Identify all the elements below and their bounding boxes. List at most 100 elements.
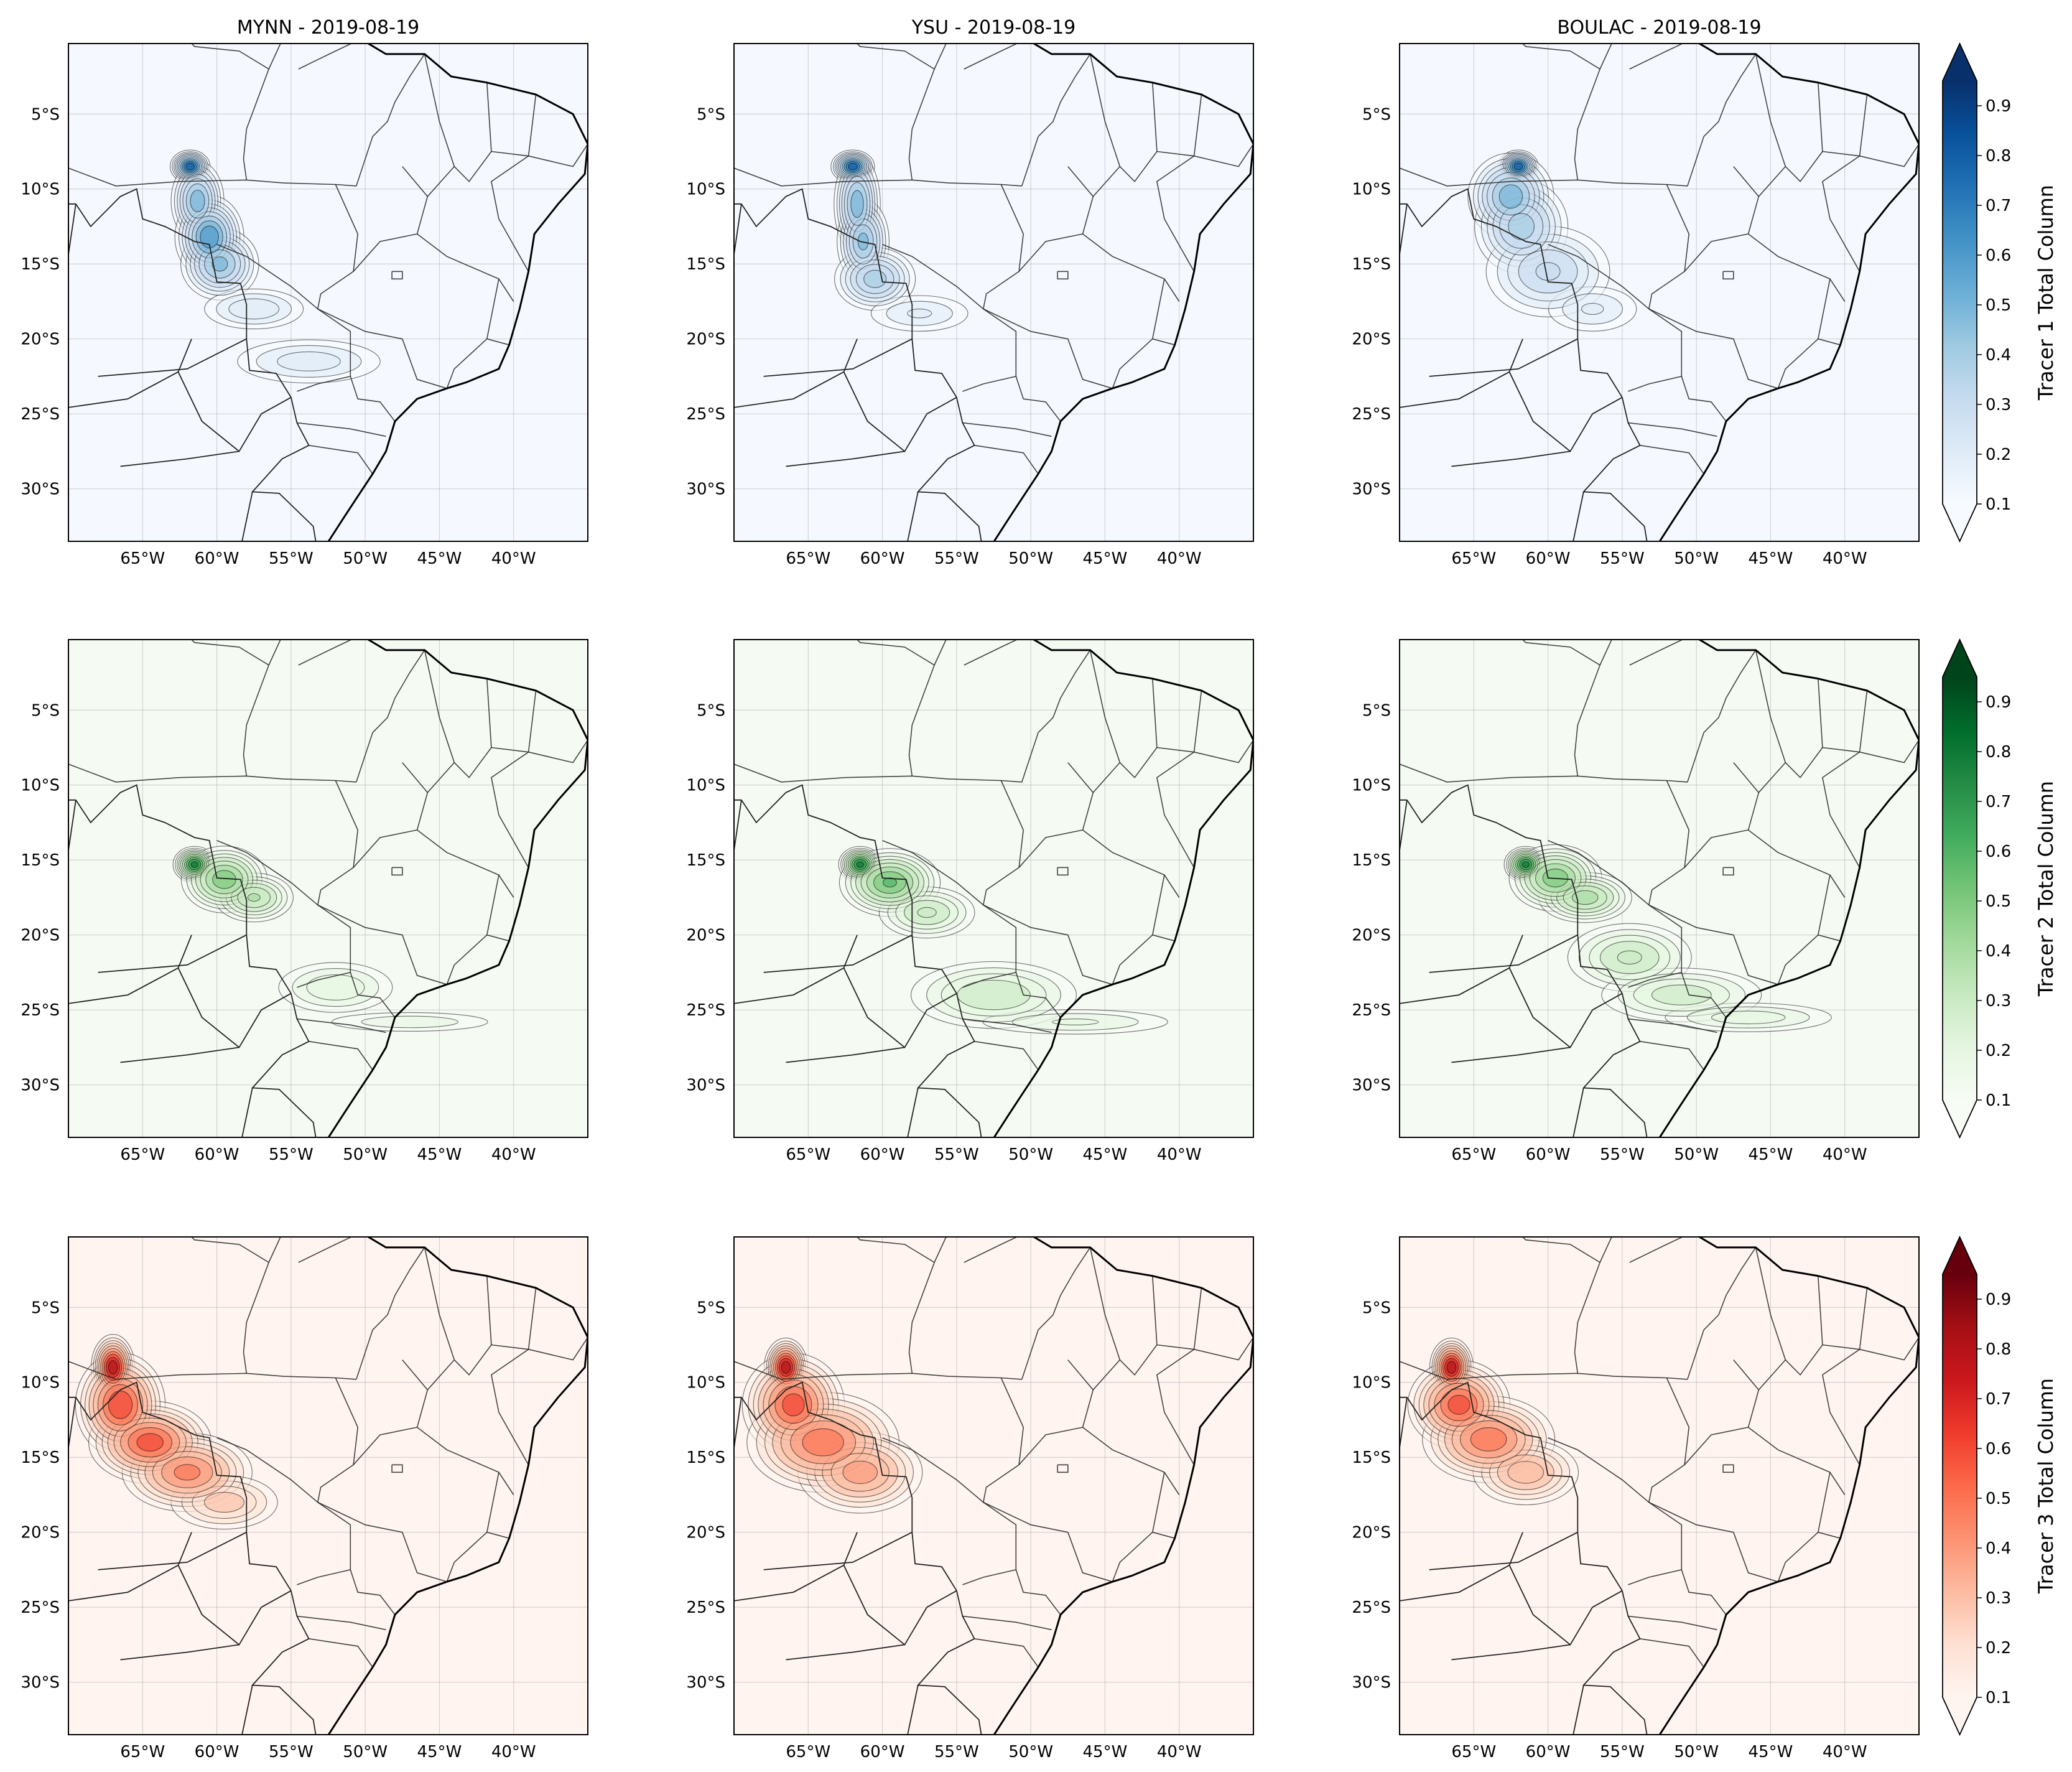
state-boundary <box>974 1041 1039 1071</box>
lon-tick-label: 55°W <box>269 1145 314 1164</box>
country-border <box>75 1381 317 1735</box>
map-panel-mynn-row-3: 5°S 10°S 15°S 20°S 25°S 30°S 65°W 60°W 55°W 50°W 4… <box>21 1236 588 1761</box>
lon-tick-label: 45°W <box>417 1743 462 1761</box>
state-boundary <box>1629 640 1684 666</box>
plume-contour <box>1651 984 1712 1005</box>
lat-tick-label: 30°S <box>1352 1674 1391 1692</box>
coastline <box>327 640 588 1137</box>
colorbar-extend-max <box>1943 1237 1977 1274</box>
country-border <box>98 934 247 973</box>
colorbar-tick-label: 0.7 <box>1986 793 2011 811</box>
state-boundary <box>1755 1247 1786 1391</box>
plume-contour <box>185 162 195 170</box>
country-border <box>907 1088 919 1137</box>
state-boundary <box>297 1018 386 1033</box>
country-border <box>98 1531 247 1570</box>
colorbar-tracer-3: 0.1 0.2 0.3 0.4 0.5 0.6 0.7 0.8 0.9 Tracer 3 Tota… <box>1942 1235 2058 1737</box>
colorbar-tick-label: 0.3 <box>1986 992 2011 1010</box>
plume-contour <box>917 907 937 918</box>
colorbar-extend-max <box>1943 44 1977 81</box>
lon-tick-label: 40°W <box>491 1743 536 1761</box>
lat-tick-label: 20°S <box>686 926 725 945</box>
country-border <box>68 1564 179 1602</box>
state-boundary <box>983 308 1113 389</box>
lon-tick-label: 55°W <box>269 549 314 568</box>
country-border <box>1429 934 1578 973</box>
state-boundary <box>962 1615 1052 1631</box>
lon-tick-label: 40°W <box>1157 549 1202 568</box>
state-boundary <box>491 752 529 868</box>
colorbar-tick-label: 0.9 <box>1986 1290 2011 1309</box>
state-boundary <box>356 1247 425 1380</box>
country-border <box>1406 784 1648 1137</box>
state-boundary <box>1015 1569 1061 1615</box>
plume-contour <box>781 1361 791 1374</box>
state-boundary <box>1755 54 1786 197</box>
country-border <box>1429 1531 1578 1570</box>
country-border <box>1508 338 1523 373</box>
lat-tick-label: 25°S <box>686 1598 725 1617</box>
plume-mynn <box>169 149 381 384</box>
state-boundary <box>216 840 351 988</box>
lat-tick-label: 20°S <box>1352 926 1391 945</box>
country-border <box>68 203 77 258</box>
lon-tick-label: 55°W <box>269 1743 314 1761</box>
state-boundary <box>317 1501 447 1582</box>
lat-tick-label: 10°S <box>21 776 60 795</box>
country-border <box>883 567 1007 620</box>
state-boundary <box>934 44 947 70</box>
map-panel-ysu-row-1: YSU - 2019-08-19 5°S 10°S 15°S 20°S 25°S 30°S 6… <box>686 17 1254 568</box>
country-border <box>763 338 913 377</box>
panel-title-boulac: BOULAC - 2019-08-19 <box>1557 17 1761 39</box>
country-border <box>1400 967 1510 1004</box>
colorbar-gradient <box>1943 677 1977 1100</box>
state-boundary <box>1021 650 1091 783</box>
plume-contour <box>1446 1361 1457 1374</box>
country-border <box>763 1531 913 1570</box>
lon-tick-label: 65°W <box>1451 1145 1496 1164</box>
plume-contour <box>1051 1019 1099 1025</box>
country-border <box>75 188 317 541</box>
lat-tick-label: 5°S <box>697 701 725 720</box>
map-frame <box>733 639 1254 1138</box>
state-boundary <box>1722 271 1734 280</box>
state-boundary <box>1628 1615 1717 1631</box>
coastline <box>1658 1237 1919 1735</box>
colorbar-tracer-2: 0.1 0.2 0.3 0.4 0.5 0.6 0.7 0.8 0.9 Tracer 2 Tota… <box>1942 638 2058 1139</box>
state-boundary <box>424 54 455 197</box>
state-boundary <box>1119 678 1158 778</box>
map-background <box>68 640 588 1137</box>
country-border <box>1400 203 1408 258</box>
colorbar-tick-label: 0.7 <box>1986 197 2011 215</box>
country-border <box>120 1047 239 1063</box>
state-boundary <box>1687 54 1757 187</box>
colorbar-tick-label: 0.4 <box>1986 1539 2011 1558</box>
coastline <box>993 640 1253 1137</box>
country-border <box>734 1564 844 1602</box>
state-boundary <box>1777 1532 1819 1582</box>
state-boundary <box>1648 308 1778 389</box>
lon-tick-label: 45°W <box>1749 1743 1793 1761</box>
lon-tick-label: 60°W <box>1526 1743 1571 1761</box>
state-boundary <box>882 840 1017 988</box>
state-boundary <box>297 422 386 437</box>
plume-contour <box>108 1391 133 1419</box>
colorbar-extend-min <box>1943 504 1977 541</box>
state-boundary <box>309 1041 373 1071</box>
colorbar-extend-min <box>1943 1100 1977 1137</box>
state-boundary <box>297 1615 386 1631</box>
state-boundary <box>1722 867 1734 876</box>
country-border <box>177 1532 192 1566</box>
plume-contour <box>174 1464 201 1481</box>
country-border <box>734 800 742 854</box>
state-boundary <box>1082 233 1180 302</box>
country-border <box>734 203 742 258</box>
state-boundary <box>1777 338 1819 389</box>
state-boundary <box>1057 1464 1069 1473</box>
lat-tick-label: 15°S <box>686 1448 725 1467</box>
state-boundary <box>309 1638 373 1668</box>
plume-contour <box>1507 1461 1545 1484</box>
country-border <box>843 338 858 373</box>
state-boundary <box>268 640 281 666</box>
colorbar-tick-label: 0.3 <box>1986 1589 2011 1608</box>
